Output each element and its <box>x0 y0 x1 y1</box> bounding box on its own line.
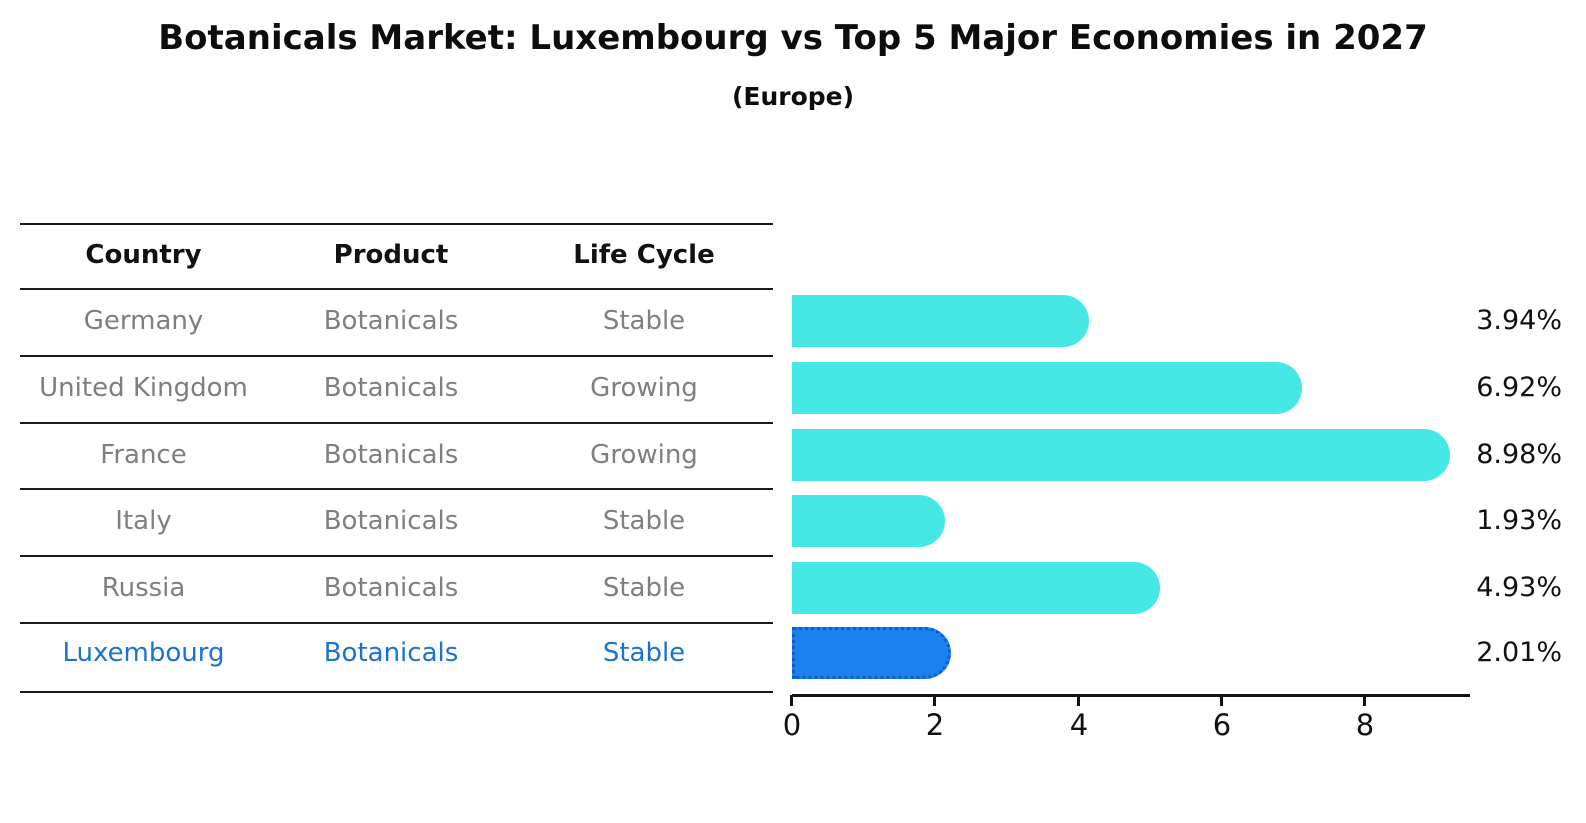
bar-france <box>792 429 1450 481</box>
x-axis-line <box>792 694 1470 697</box>
table-rule <box>20 691 773 693</box>
cell-life-cycle: Growing <box>590 440 698 470</box>
x-axis-tick <box>1363 695 1366 706</box>
table-rule <box>20 488 773 490</box>
x-tick-label: 6 <box>1212 708 1232 742</box>
chart-subtitle: (Europe) <box>731 82 855 111</box>
cell-country: Russia <box>101 573 186 603</box>
cell-life-cycle: Stable <box>602 506 686 536</box>
table-rule <box>20 555 773 557</box>
x-tick-label: 0 <box>782 708 802 742</box>
cell-country: France <box>100 440 187 470</box>
cell-country: Germany <box>83 306 204 336</box>
value-label-italy: 1.93% <box>1476 505 1562 536</box>
value-label-france: 8.98% <box>1476 439 1562 470</box>
table-header-row: Country Product Life Cycle <box>20 238 773 272</box>
x-tick-label: 8 <box>1355 708 1375 742</box>
x-axis-tick <box>1077 695 1080 706</box>
cell-life-cycle: Stable <box>602 306 686 336</box>
column-header-product: Product <box>333 240 449 270</box>
cell-product: Botanicals <box>323 373 459 403</box>
cell-product: Botanicals <box>323 506 459 536</box>
table-rule <box>20 622 773 624</box>
column-header-country: Country <box>85 240 202 270</box>
table-rule <box>20 288 773 290</box>
cell-product: Botanicals <box>323 440 459 470</box>
table-rule <box>20 355 773 357</box>
column-header-life-cycle: Life Cycle <box>573 240 715 270</box>
cell-life-cycle: Stable <box>602 638 686 668</box>
bar-russia <box>792 562 1160 614</box>
table-row: Germany Botanicals Stable <box>20 304 773 338</box>
table-row: United Kingdom Botanicals Growing <box>20 371 773 405</box>
cell-country: Luxembourg <box>62 638 225 668</box>
value-label-united-kingdom: 6.92% <box>1476 372 1562 403</box>
x-tick-label: 4 <box>1069 708 1089 742</box>
cell-country: Italy <box>115 506 172 536</box>
x-axis-tick <box>790 695 793 706</box>
bar-luxembourg-highlighted <box>792 627 951 679</box>
value-label-luxembourg: 2.01% <box>1476 637 1562 668</box>
cell-product: Botanicals <box>323 306 459 336</box>
cell-product: Botanicals <box>323 638 459 668</box>
bar-germany <box>792 295 1089 347</box>
table-row-highlighted: Luxembourg Botanicals Stable <box>20 636 773 670</box>
chart-title: Botanicals Market: Luxembourg vs Top 5 M… <box>158 18 1428 58</box>
cell-country: United Kingdom <box>39 373 248 403</box>
table-row: France Botanicals Growing <box>20 438 773 472</box>
x-axis-tick <box>933 695 936 706</box>
x-tick-label: 2 <box>925 708 945 742</box>
table-row: Italy Botanicals Stable <box>20 504 773 538</box>
cell-life-cycle: Stable <box>602 573 686 603</box>
value-label-russia: 4.93% <box>1476 572 1562 603</box>
cell-product: Botanicals <box>323 573 459 603</box>
table-rule <box>20 422 773 424</box>
table-rule <box>20 223 773 225</box>
table-row: Russia Botanicals Stable <box>20 571 773 605</box>
value-label-germany: 3.94% <box>1476 305 1562 336</box>
bar-italy <box>792 495 945 547</box>
bar-united-kingdom <box>792 362 1302 414</box>
cell-life-cycle: Growing <box>590 373 698 403</box>
x-axis-tick <box>1220 695 1223 706</box>
